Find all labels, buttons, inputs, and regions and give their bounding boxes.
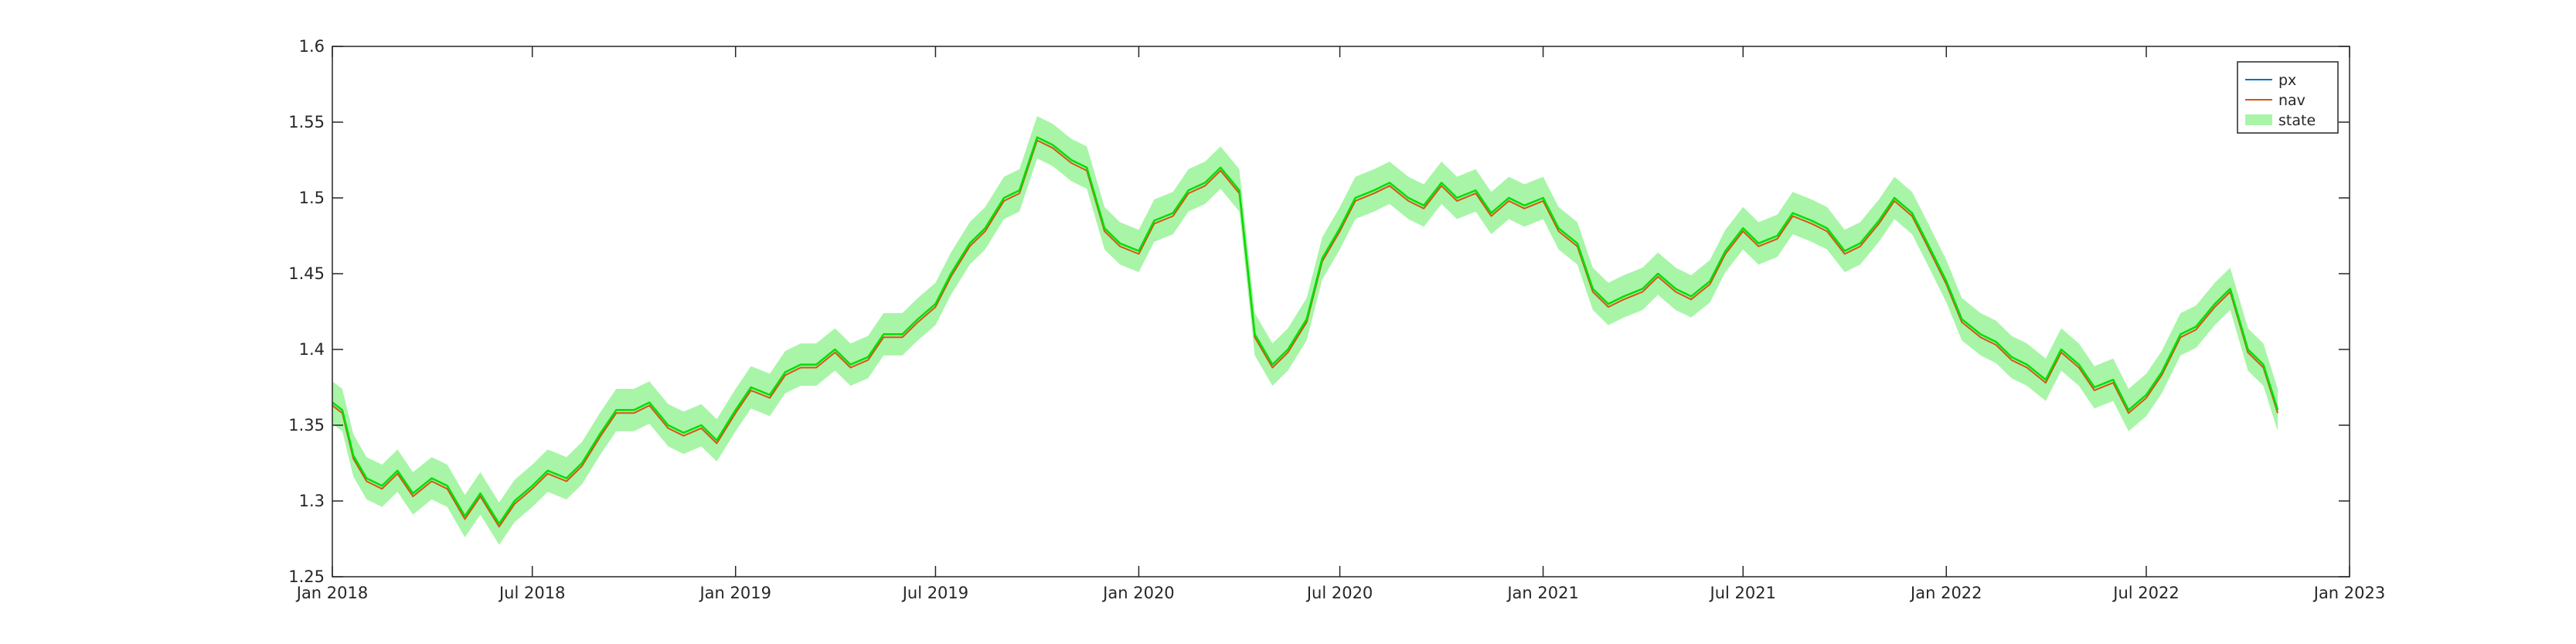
legend: px nav state <box>2237 61 2339 134</box>
series-line-state <box>332 136 2279 525</box>
x-tick-label: Jan 2022 <box>1909 584 1982 602</box>
x-axis: Jan 2018 Jul 2018 Jan 2019 Jul 2019 Jan 2020… <box>295 46 2386 602</box>
x-tick-label: Jan 2021 <box>1506 584 1579 602</box>
x-tick-label: Jan 2019 <box>698 584 771 602</box>
y-tick-label: 1.3 <box>299 492 325 510</box>
series-line-nav <box>332 139 2279 528</box>
x-tick-label: Jul 2020 <box>1305 584 1373 602</box>
x-tick-label: Jul 2021 <box>1709 584 1776 602</box>
x-tick-label: Jan 2023 <box>2312 584 2386 602</box>
y-tick-label: 1.35 <box>288 416 325 434</box>
legend-label-nav: nav <box>2278 92 2305 109</box>
y-tick-label: 1.5 <box>299 189 325 207</box>
x-tick-label: Jul 2018 <box>498 584 565 602</box>
legend-swatch-state <box>2245 114 2272 125</box>
x-tick-label: Jul 2022 <box>2112 584 2179 602</box>
series-lines-layer <box>332 136 2279 528</box>
state-band <box>332 116 2278 545</box>
y-tick-label: 1.55 <box>288 113 325 131</box>
legend-label-px: px <box>2278 72 2296 89</box>
legend-label-state: state <box>2278 112 2316 129</box>
state-band-layer <box>332 116 2278 545</box>
y-axis: 1.25 1.3 1.35 1.4 1.45 1.5 1.55 1.6 <box>288 37 2350 586</box>
y-tick-label: 1.6 <box>299 37 325 56</box>
x-tick-label: Jan 2020 <box>1101 584 1175 602</box>
axes-box <box>332 46 2350 578</box>
y-tick-label: 1.45 <box>288 264 325 283</box>
x-tick-label: Jan 2018 <box>295 584 369 602</box>
x-tick-label: Jul 2019 <box>901 584 968 602</box>
y-tick-label: 1.4 <box>299 340 325 359</box>
y-tick-label: 1.25 <box>288 567 325 586</box>
